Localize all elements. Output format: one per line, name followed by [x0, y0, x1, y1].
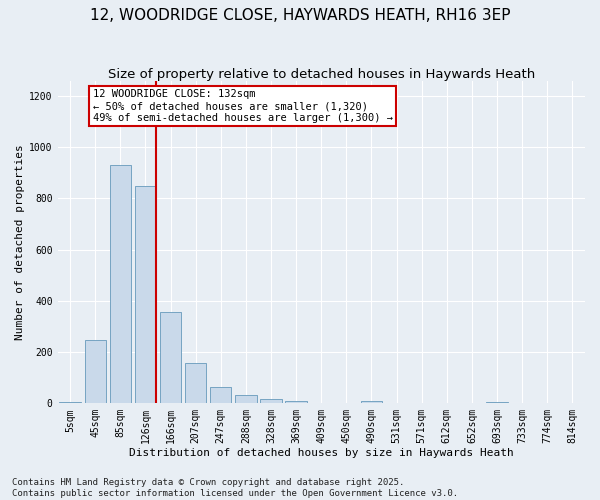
Bar — [160, 312, 181, 403]
Bar — [210, 386, 232, 403]
Bar — [361, 400, 382, 403]
Bar — [235, 395, 257, 403]
Bar — [59, 402, 81, 403]
Text: Contains HM Land Registry data © Crown copyright and database right 2025.
Contai: Contains HM Land Registry data © Crown c… — [12, 478, 458, 498]
Text: 12 WOODRIDGE CLOSE: 132sqm
← 50% of detached houses are smaller (1,320)
49% of s: 12 WOODRIDGE CLOSE: 132sqm ← 50% of deta… — [92, 90, 392, 122]
X-axis label: Distribution of detached houses by size in Haywards Heath: Distribution of detached houses by size … — [129, 448, 514, 458]
Bar — [487, 402, 508, 403]
Title: Size of property relative to detached houses in Haywards Heath: Size of property relative to detached ho… — [107, 68, 535, 80]
Bar — [260, 398, 282, 403]
Bar — [135, 186, 156, 403]
Bar — [286, 400, 307, 403]
Bar — [110, 165, 131, 403]
Text: 12, WOODRIDGE CLOSE, HAYWARDS HEATH, RH16 3EP: 12, WOODRIDGE CLOSE, HAYWARDS HEATH, RH1… — [90, 8, 510, 22]
Y-axis label: Number of detached properties: Number of detached properties — [15, 144, 25, 340]
Bar — [85, 340, 106, 403]
Bar — [185, 363, 206, 403]
